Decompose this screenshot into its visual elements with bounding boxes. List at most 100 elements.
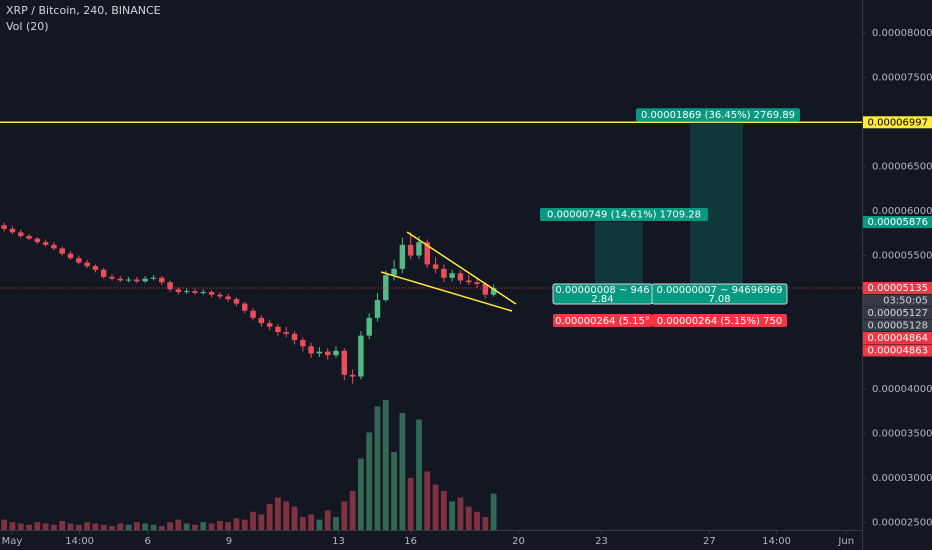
volume-bar <box>391 452 397 530</box>
candle-body <box>51 244 57 249</box>
y-tick-label: 0.00004000 <box>872 384 932 395</box>
overlays: 0.000069970.000058760.0000513503:50:050.… <box>540 108 932 357</box>
candle-body <box>159 277 165 283</box>
volume-bar <box>75 524 82 530</box>
entry-label: 0.00000007 ~ 94696969 <box>656 285 782 296</box>
volume-bar <box>200 522 207 530</box>
candle-body <box>142 278 148 282</box>
volume-bar <box>366 432 373 530</box>
candle-body <box>333 350 339 356</box>
price-tag <box>863 307 932 320</box>
candle-body <box>175 289 182 293</box>
volume-bar <box>233 518 240 530</box>
volume-bar <box>382 400 389 530</box>
profit-zone <box>690 122 743 289</box>
candle-body <box>457 273 464 281</box>
y-tick-label: 0.00006500 <box>872 162 932 173</box>
candle-body <box>424 242 431 265</box>
volume-bar <box>349 491 356 530</box>
volume-title: Vol (20) <box>6 20 49 33</box>
candle-body <box>466 280 472 283</box>
candle-body <box>482 284 489 295</box>
volume-bar <box>316 519 323 530</box>
entry-label: 2.84 <box>591 294 613 305</box>
volume-bar <box>9 522 16 530</box>
volume-bar <box>465 506 472 530</box>
volume-bar <box>192 524 198 530</box>
candle-body <box>26 235 32 239</box>
candle-body <box>76 258 82 263</box>
candle-body <box>432 264 439 269</box>
volume-bar <box>125 524 132 530</box>
candle-body <box>250 310 256 318</box>
candle-body <box>42 242 49 245</box>
volume-bar <box>357 458 364 530</box>
price-tag <box>863 216 932 229</box>
candle-body <box>316 351 323 354</box>
candle-body <box>383 275 389 301</box>
price-tag-label: 0.00004863 <box>868 346 928 357</box>
volume-bar <box>333 517 339 530</box>
price-tag-label: 0.00004864 <box>868 333 928 344</box>
x-tick-label: 14:00 <box>762 536 791 547</box>
volume-bar <box>183 523 190 530</box>
x-tick-label: 27 <box>703 536 716 547</box>
price-tag <box>863 319 932 332</box>
volume-bar <box>299 517 306 530</box>
y-tick-label: 0.00008000 <box>872 28 932 39</box>
x-tick-label: 16 <box>404 536 417 547</box>
price-tag-label: 03:50:05 <box>883 296 928 307</box>
candle-body <box>192 291 198 293</box>
chart-title: XRP / Bitcoin, 240, BINANCE <box>6 4 161 17</box>
candle-body <box>407 244 414 256</box>
x-tick-label: 13 <box>332 536 345 547</box>
volume-bar <box>416 419 422 530</box>
profit-zone <box>595 222 643 289</box>
candle-body <box>366 317 372 336</box>
volume-bar <box>167 522 173 530</box>
candle-body <box>34 238 41 243</box>
candle-body <box>441 268 447 278</box>
candle-body <box>266 323 273 327</box>
volume-bar <box>374 406 381 530</box>
stop-label: 0.00000264 (5.15° <box>555 316 650 327</box>
x-tick-label: 20 <box>512 536 525 547</box>
price-tag-label: 0.00006997 <box>868 117 928 128</box>
volume-bar <box>490 493 497 530</box>
candle-body <box>208 292 215 295</box>
x-tick-label: May <box>2 536 23 547</box>
entry-label: 0.00000008 ~ 946 <box>555 285 649 296</box>
volume-bar <box>67 523 74 530</box>
stop-label: 0.00000264 (5.15%) 750 <box>657 316 782 327</box>
volume-bar <box>407 478 414 530</box>
x-tick-label: Jun <box>837 536 854 547</box>
volume-bar <box>216 520 223 530</box>
candle-body <box>1 225 7 229</box>
y-tick-label: 0.00005500 <box>872 251 932 262</box>
price-tag <box>863 332 932 345</box>
y-tick-label: 0.00007500 <box>872 73 932 84</box>
candle-body <box>308 346 314 354</box>
volume-bar <box>440 491 447 530</box>
volume-bar <box>399 413 406 530</box>
candle-body <box>358 335 364 377</box>
price-tag <box>863 344 932 357</box>
candle-body <box>283 332 289 334</box>
y-tick-label: 0.00003500 <box>872 429 932 440</box>
candle-body <box>125 279 132 281</box>
volume-bar <box>457 497 464 530</box>
volume-bar <box>266 504 273 530</box>
wedge-upper <box>406 231 517 305</box>
candle-body <box>399 244 406 269</box>
volume-bar <box>51 524 57 530</box>
volume-bar <box>291 506 298 530</box>
volume-bar <box>150 524 157 530</box>
target-label: 0.00000749 (14.61%) 1709.28 <box>547 210 701 221</box>
volume-bar <box>109 526 115 530</box>
candle-body <box>200 292 207 294</box>
candle-body <box>117 278 124 281</box>
price-tag-label: 0.00005128 <box>868 321 928 332</box>
price-tag <box>863 294 932 307</box>
